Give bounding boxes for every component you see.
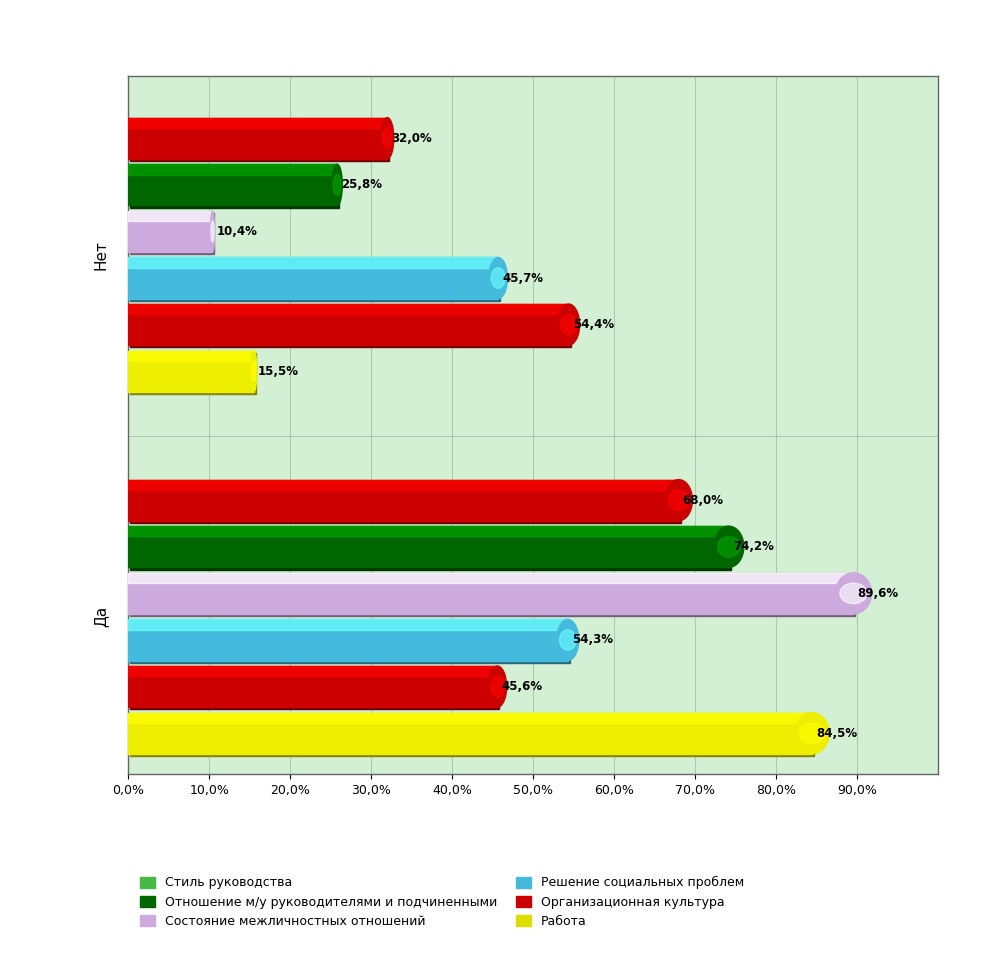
Ellipse shape [382, 128, 391, 148]
Bar [128, 619, 567, 661]
Text: 32,0%: 32,0% [390, 132, 432, 144]
Text: 25,8%: 25,8% [341, 179, 382, 191]
Bar [128, 712, 811, 723]
Bar [128, 480, 678, 521]
Bar [130, 482, 680, 523]
Ellipse shape [799, 723, 824, 744]
Text: Нет: Нет [93, 240, 108, 270]
Bar [130, 306, 570, 347]
Bar [128, 573, 853, 583]
Bar [130, 213, 214, 254]
Ellipse shape [210, 211, 214, 252]
Bar [128, 526, 728, 567]
Bar [128, 351, 253, 392]
Bar [130, 715, 813, 756]
Ellipse shape [668, 489, 688, 511]
Text: 54,3%: 54,3% [571, 634, 612, 646]
Bar [128, 351, 253, 361]
Ellipse shape [491, 268, 505, 289]
Text: 10,4%: 10,4% [216, 225, 257, 238]
Text: 89,6%: 89,6% [857, 587, 897, 599]
Text: 84,5%: 84,5% [815, 727, 857, 740]
Legend: Стиль руководства, Отношение м/у руководителями и подчиненными, Состояние межлич: Стиль руководства, Отношение м/у руковод… [134, 871, 748, 933]
Bar [128, 304, 568, 345]
Bar [128, 666, 497, 676]
Text: 68,0%: 68,0% [682, 493, 723, 507]
Text: 45,6%: 45,6% [501, 680, 542, 693]
Ellipse shape [381, 118, 393, 159]
Ellipse shape [665, 480, 692, 521]
Bar [130, 120, 388, 161]
Bar [128, 164, 337, 175]
Ellipse shape [795, 712, 828, 753]
Ellipse shape [556, 619, 578, 661]
Ellipse shape [331, 164, 342, 206]
Ellipse shape [557, 304, 579, 345]
Ellipse shape [488, 666, 506, 707]
Ellipse shape [490, 676, 504, 697]
Bar [130, 668, 499, 709]
Ellipse shape [251, 361, 255, 381]
Ellipse shape [333, 175, 341, 195]
Bar [128, 164, 337, 206]
Bar [128, 619, 567, 630]
Ellipse shape [560, 315, 576, 335]
Ellipse shape [717, 536, 740, 557]
Bar [128, 118, 387, 159]
Bar [128, 480, 678, 489]
Bar [130, 575, 855, 617]
Text: Да: Да [93, 606, 108, 627]
Bar [128, 666, 497, 707]
Bar [128, 118, 387, 128]
Bar [128, 211, 212, 252]
Text: 54,4%: 54,4% [572, 318, 613, 331]
Bar [128, 257, 498, 268]
Bar [128, 211, 212, 221]
Bar [128, 573, 853, 614]
Bar [130, 166, 339, 207]
Bar [130, 621, 569, 663]
Bar [128, 526, 728, 536]
Bar [128, 304, 568, 315]
Ellipse shape [834, 573, 871, 614]
Ellipse shape [488, 257, 507, 298]
Ellipse shape [559, 630, 576, 650]
Bar [130, 260, 500, 301]
Ellipse shape [211, 221, 214, 242]
Text: 74,2%: 74,2% [733, 540, 773, 554]
Bar [130, 353, 255, 394]
Text: 45,7%: 45,7% [502, 272, 542, 285]
Text: 15,5%: 15,5% [257, 365, 299, 378]
Bar [130, 529, 730, 570]
Ellipse shape [839, 583, 866, 603]
Bar [128, 257, 498, 298]
Ellipse shape [713, 526, 743, 567]
Bar [128, 712, 811, 753]
Ellipse shape [250, 351, 256, 392]
